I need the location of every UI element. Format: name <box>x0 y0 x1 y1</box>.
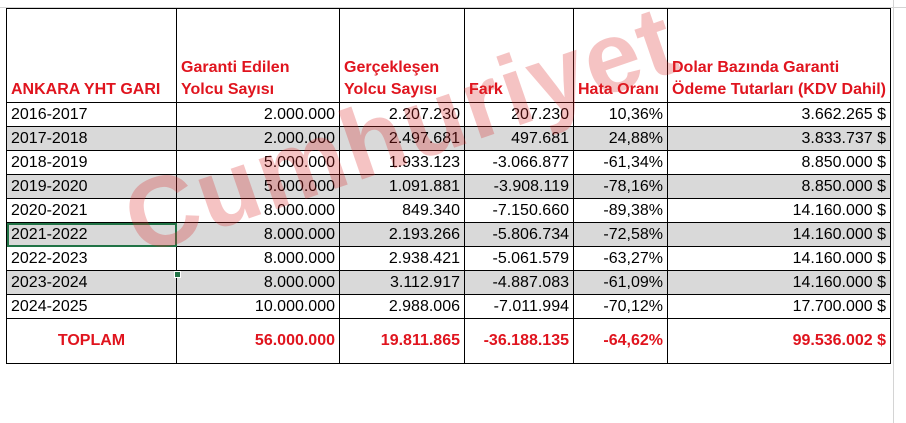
cell-difference[interactable]: -3.066.877 <box>464 150 574 175</box>
cell-guaranteed[interactable]: 8.000.000 <box>176 222 340 247</box>
cell-error-rate[interactable]: -61,09% <box>573 270 668 295</box>
total-error-rate[interactable]: -64,62% <box>573 318 668 364</box>
cell-error-rate[interactable]: -70,12% <box>573 294 668 319</box>
data-table: ANKARA YHT GARI Garanti Edilen Yolcu Say… <box>6 8 891 364</box>
table-row: 2021-2022 8.000.000 2.193.266 -5.806.734… <box>6 222 891 247</box>
header-cell-difference[interactable]: Fark <box>464 8 574 103</box>
cell-year[interactable]: 2023-2024 <box>6 270 177 295</box>
total-difference[interactable]: -36.188.135 <box>464 318 574 364</box>
cell-difference[interactable]: -3.908.119 <box>464 174 574 199</box>
cell-payment[interactable]: 3.833.737 $ <box>667 126 891 151</box>
cell-actual[interactable]: 2.497.681 <box>339 126 465 151</box>
cell-payment[interactable]: 3.662.265 $ <box>667 102 891 127</box>
cell-payment[interactable]: 8.850.000 $ <box>667 174 891 199</box>
cell-guaranteed[interactable]: 8.000.000 <box>176 198 340 223</box>
header-cell-guaranteed[interactable]: Garanti Edilen Yolcu Sayısı <box>176 8 340 103</box>
cell-payment[interactable]: 14.160.000 $ <box>667 270 891 295</box>
cell-payment[interactable]: 14.160.000 $ <box>667 222 891 247</box>
table-row: 2018-2019 5.000.000 1.933.123 -3.066.877… <box>6 150 891 175</box>
cell-year[interactable]: 2024-2025 <box>6 294 177 319</box>
cell-year-selected[interactable]: 2021-2022 <box>6 222 177 247</box>
cell-error-rate[interactable]: -72,58% <box>573 222 668 247</box>
table-row: 2016-2017 2.000.000 2.207.230 207.230 10… <box>6 102 891 127</box>
cell-difference[interactable]: 207.230 <box>464 102 574 127</box>
cell-actual[interactable]: 849.340 <box>339 198 465 223</box>
cell-error-rate[interactable]: -61,34% <box>573 150 668 175</box>
cell-actual[interactable]: 1.933.123 <box>339 150 465 175</box>
cell-actual[interactable]: 1.091.881 <box>339 174 465 199</box>
cell-difference[interactable]: -7.150.660 <box>464 198 574 223</box>
cell-year[interactable]: 2022-2023 <box>6 246 177 271</box>
cell-actual[interactable]: 2.988.006 <box>339 294 465 319</box>
cell-payment[interactable]: 17.700.000 $ <box>667 294 891 319</box>
header-cell-error-rate[interactable]: Hata Oranı <box>573 8 668 103</box>
cell-error-rate[interactable]: -78,16% <box>573 174 668 199</box>
cell-year[interactable]: 2018-2019 <box>6 150 177 175</box>
cell-payment[interactable]: 14.160.000 $ <box>667 198 891 223</box>
gridline <box>0 7 906 8</box>
table-row: 2024-2025 10.000.000 2.988.006 -7.011.99… <box>6 294 891 319</box>
cell-guaranteed[interactable]: 8.000.000 <box>176 246 340 271</box>
cell-actual[interactable]: 3.112.917 <box>339 270 465 295</box>
table-row: 2019-2020 5.000.000 1.091.881 -3.908.119… <box>6 174 891 199</box>
total-row: TOPLAM 56.000.000 19.811.865 -36.188.135… <box>6 318 891 364</box>
cell-difference[interactable]: 497.681 <box>464 126 574 151</box>
fill-handle[interactable] <box>174 271 181 278</box>
cell-guaranteed[interactable]: 2.000.000 <box>176 102 340 127</box>
cell-year[interactable]: 2016-2017 <box>6 102 177 127</box>
table-row: 2023-2024 8.000.000 3.112.917 -4.887.083… <box>6 270 891 295</box>
cell-actual[interactable]: 2.207.230 <box>339 102 465 127</box>
cell-payment[interactable]: 8.850.000 $ <box>667 150 891 175</box>
cell-difference[interactable]: -5.806.734 <box>464 222 574 247</box>
header-cell-station[interactable]: ANKARA YHT GARI <box>6 8 177 103</box>
cell-error-rate[interactable]: 10,36% <box>573 102 668 127</box>
header-row: ANKARA YHT GARI Garanti Edilen Yolcu Say… <box>6 8 891 103</box>
table-row: 2017-2018 2.000.000 2.497.681 497.681 24… <box>6 126 891 151</box>
cell-difference[interactable]: -5.061.579 <box>464 246 574 271</box>
cell-error-rate[interactable]: 24,88% <box>573 126 668 151</box>
cell-year[interactable]: 2019-2020 <box>6 174 177 199</box>
table-row: 2020-2021 8.000.000 849.340 -7.150.660 -… <box>6 198 891 223</box>
total-label[interactable]: TOPLAM <box>6 318 177 364</box>
cell-actual[interactable]: 2.938.421 <box>339 246 465 271</box>
total-guaranteed[interactable]: 56.000.000 <box>176 318 340 364</box>
header-cell-actual[interactable]: Gerçekleşen Yolcu Sayısı <box>339 8 465 103</box>
header-cell-payment[interactable]: Dolar Bazında Garanti Ödeme Tutarları (K… <box>667 8 891 103</box>
total-payment[interactable]: 99.536.002 $ <box>667 318 891 364</box>
cell-difference[interactable]: -7.011.994 <box>464 294 574 319</box>
cell-actual[interactable]: 2.193.266 <box>339 222 465 247</box>
cell-error-rate[interactable]: -89,38% <box>573 198 668 223</box>
cell-guaranteed[interactable]: 5.000.000 <box>176 174 340 199</box>
cell-guaranteed[interactable]: 10.000.000 <box>176 294 340 319</box>
cell-year[interactable]: 2017-2018 <box>6 126 177 151</box>
cell-payment[interactable]: 14.160.000 $ <box>667 246 891 271</box>
cell-year[interactable]: 2020-2021 <box>6 198 177 223</box>
table-row: 2022-2023 8.000.000 2.938.421 -5.061.579… <box>6 246 891 271</box>
gridline <box>893 0 894 423</box>
cell-guaranteed[interactable]: 8.000.000 <box>176 270 340 295</box>
total-actual[interactable]: 19.811.865 <box>339 318 465 364</box>
cell-guaranteed[interactable]: 2.000.000 <box>176 126 340 151</box>
cell-error-rate[interactable]: -63,27% <box>573 246 668 271</box>
cell-difference[interactable]: -4.887.083 <box>464 270 574 295</box>
cell-guaranteed[interactable]: 5.000.000 <box>176 150 340 175</box>
